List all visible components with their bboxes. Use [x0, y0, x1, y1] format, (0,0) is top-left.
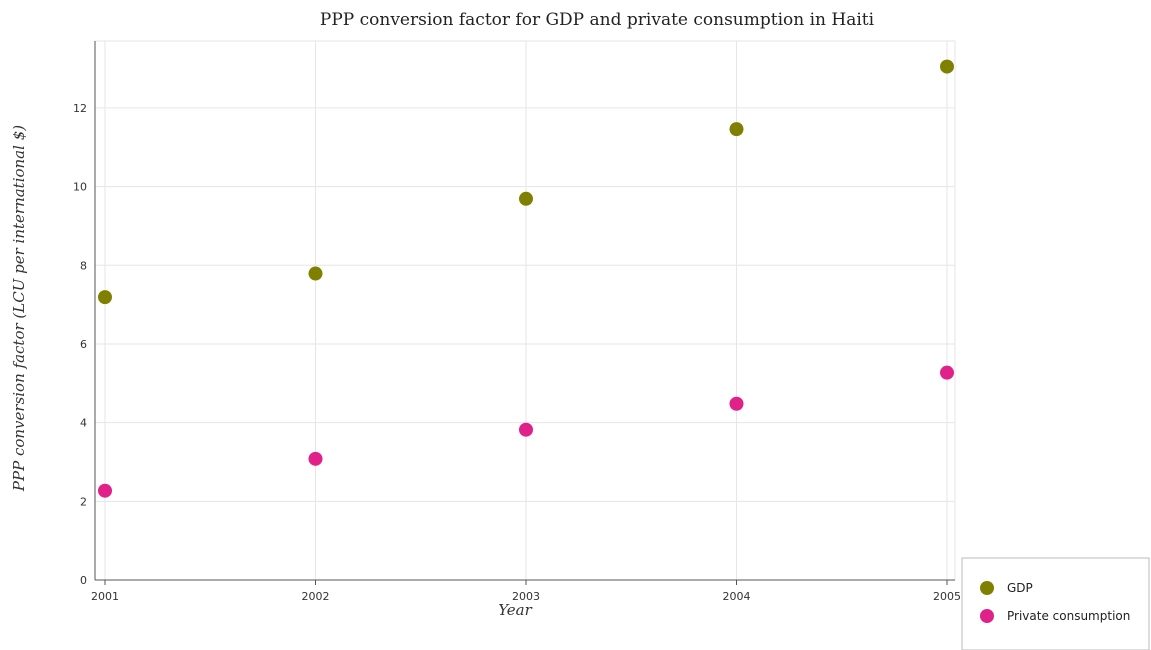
- legend-marker: [980, 609, 994, 623]
- series-0-point: [729, 122, 744, 137]
- grid: [94, 40, 956, 581]
- y-tick-label: 6: [80, 338, 87, 351]
- series-1-point: [308, 451, 323, 466]
- x-tick-label: 2005: [933, 590, 961, 603]
- x-tick-label: 2004: [723, 590, 751, 603]
- series-0-point: [519, 191, 533, 206]
- series-0-point: [98, 290, 112, 305]
- x-tick-label: 2002: [302, 590, 330, 603]
- x-tick-label: 2003: [512, 590, 540, 603]
- series-0-point: [308, 266, 323, 281]
- axes: 0 2 4 6 8 10 12 2001 2002 2003 2004 2005: [73, 41, 961, 603]
- legend: GDP Private consumption: [961, 557, 1150, 650]
- series-1-point: [940, 365, 954, 380]
- chart-title: PPP conversion factor for GDP and privat…: [320, 10, 875, 30]
- y-tick-label: 10: [73, 181, 87, 194]
- legend-label: GDP: [1007, 581, 1033, 595]
- legend-label: Private consumption: [1007, 609, 1130, 623]
- y-tick-label: 4: [80, 417, 87, 430]
- y-tick-label: 2: [80, 495, 87, 508]
- legend-box: [961, 557, 1150, 650]
- y-tick-label: 12: [73, 102, 87, 115]
- x-axis-label: Year: [498, 601, 532, 619]
- legend-marker: [980, 581, 994, 595]
- data-points: [98, 59, 954, 498]
- y-axis-label: PPP conversion factor (LCU per internati…: [10, 125, 28, 492]
- plot-area: [94, 40, 956, 581]
- series-1-point: [729, 396, 744, 411]
- x-tick-label: 2001: [91, 590, 119, 603]
- series-1-point: [519, 422, 533, 437]
- y-tick-label: 8: [80, 259, 87, 272]
- y-tick-label: 0: [80, 574, 87, 587]
- series-1-point: [98, 483, 112, 498]
- series-0-point: [940, 59, 954, 74]
